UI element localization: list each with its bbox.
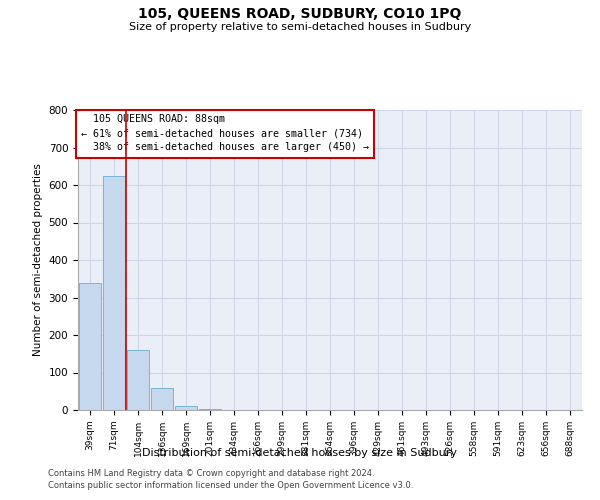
Bar <box>151 388 173 410</box>
Text: Contains public sector information licensed under the Open Government Licence v3: Contains public sector information licen… <box>48 481 413 490</box>
Text: 105 QUEENS ROAD: 88sqm
← 61% of semi-detached houses are smaller (734)
  38% of : 105 QUEENS ROAD: 88sqm ← 61% of semi-det… <box>80 114 368 152</box>
Bar <box>127 350 149 410</box>
Text: Contains HM Land Registry data © Crown copyright and database right 2024.: Contains HM Land Registry data © Crown c… <box>48 468 374 477</box>
Bar <box>103 176 125 410</box>
Bar <box>199 408 221 410</box>
Text: Size of property relative to semi-detached houses in Sudbury: Size of property relative to semi-detach… <box>129 22 471 32</box>
Y-axis label: Number of semi-detached properties: Number of semi-detached properties <box>33 164 43 356</box>
Bar <box>79 283 101 410</box>
Text: Distribution of semi-detached houses by size in Sudbury: Distribution of semi-detached houses by … <box>143 448 458 458</box>
Bar <box>175 406 197 410</box>
Text: 105, QUEENS ROAD, SUDBURY, CO10 1PQ: 105, QUEENS ROAD, SUDBURY, CO10 1PQ <box>139 8 461 22</box>
